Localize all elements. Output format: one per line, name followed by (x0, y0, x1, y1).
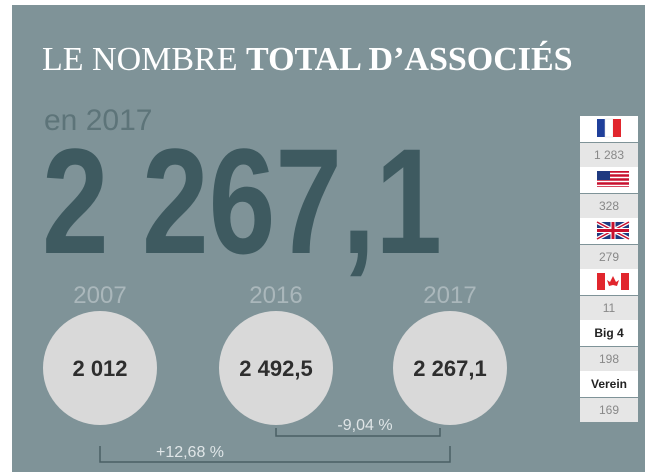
value-cell (580, 143, 638, 167)
circle (219, 311, 333, 425)
value-cell (580, 194, 638, 218)
value-cell (580, 245, 638, 269)
year-value: 2 492,5 (239, 356, 312, 381)
flag-fr (604, 118, 614, 138)
flag-fr (597, 119, 605, 137)
flag-ca (621, 273, 629, 290)
flag-ca (607, 276, 619, 286)
table-value: 328 (599, 199, 619, 213)
flag-us (597, 171, 610, 180)
flag-us (597, 172, 629, 187)
table-label: Big 4 (594, 326, 624, 340)
change-label: -9,04 % (337, 417, 392, 434)
table-value: 11 (603, 301, 616, 315)
bracket (99, 446, 451, 463)
flag-uk (597, 222, 629, 239)
total: 2 267,1 (42, 117, 442, 285)
change-label: +12,68 % (156, 444, 224, 461)
circle (43, 311, 157, 425)
label-cell (580, 320, 638, 346)
table-label: Verein (591, 377, 627, 391)
year-label: 2007 (73, 282, 126, 309)
table-value: 169 (599, 403, 619, 417)
title: LE NOMBRE TOTAL D’ASSOCIÉS (42, 41, 573, 78)
year-value: 2 267,1 (413, 356, 486, 381)
year-label: 2016 (249, 282, 302, 309)
value-cell (580, 347, 638, 371)
label-cell (580, 371, 638, 397)
title-bold: TOTAL D’ASSOCIÉS (246, 41, 573, 78)
flag-ca (597, 273, 605, 290)
title-regular: LE NOMBRE (42, 41, 238, 78)
year-label: 2017 (423, 282, 476, 309)
subtitle: en 2017 (44, 104, 152, 137)
table-value: 279 (599, 250, 619, 264)
table-value: 198 (599, 352, 619, 366)
year-value: 2 012 (72, 356, 127, 381)
value-cell (580, 296, 638, 320)
circle (393, 311, 507, 425)
value-cell (580, 398, 638, 422)
bracket (275, 428, 441, 437)
table-value: 1 283 (594, 148, 624, 162)
country-table: 1 283 328 279 11 198 169 Big 4 Verein (580, 116, 638, 422)
flag-fr (613, 119, 621, 137)
